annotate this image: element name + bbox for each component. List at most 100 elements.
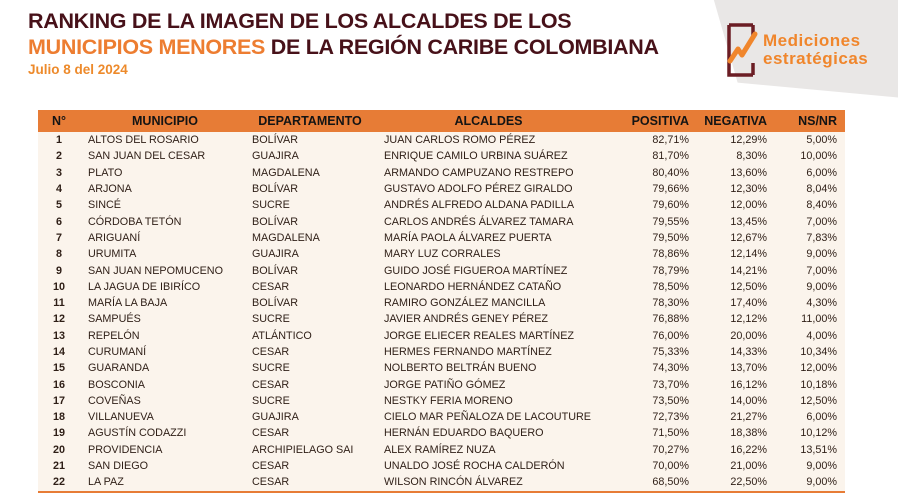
departamento-cell: CESAR bbox=[252, 460, 290, 473]
table-row: 1 ALTOS DEL ROSARIO BOLÍVAR JUAN CARLOS ROM… bbox=[38, 132, 845, 148]
alcalde-cell: JORGE ELIECER REALES MARTÍNEZ bbox=[384, 329, 574, 342]
alcalde-cell: HERMES FERNANDO MARTÍNEZ bbox=[384, 346, 552, 358]
nsnr-cell: 4,30% bbox=[806, 297, 837, 310]
table-row: 21 SAN DIEGO CESAR UNALDO JOSÉ ROCHA CALDER… bbox=[38, 458, 845, 474]
table-row: 17 COVEÑAS SUCRE NESTKY FERIA MORENO 73,50% 1… bbox=[38, 393, 845, 409]
alcalde-cell: MARY LUZ CORRALES bbox=[384, 248, 501, 261]
alcalde-cell: GUSTAVO ADOLFO PÉREZ GIRALDO bbox=[384, 183, 573, 196]
departamento-cell: BOLÍVAR bbox=[252, 264, 299, 277]
departamento-cell: GUAJIRA bbox=[252, 150, 299, 163]
negativa-cell: 12,12% bbox=[730, 313, 767, 326]
table-body: 1 ALTOS DEL ROSARIO BOLÍVAR JUAN CARLOS ROM… bbox=[38, 132, 845, 491]
positiva-cell: 73,70% bbox=[652, 378, 689, 391]
table-row: 19 AGUSTÍN CODAZZI CESAR HERNÁN EDUARDO BAQ… bbox=[38, 425, 845, 441]
departamento-cell: SUCRE bbox=[252, 394, 290, 407]
negativa-cell: 8,30% bbox=[736, 150, 767, 163]
departamento-cell: GUAJIRA bbox=[252, 248, 299, 261]
table-row: 2 SAN JUAN DEL CESAR GUAJIRA ENRIQUE CAMILO… bbox=[38, 148, 845, 164]
table-row: 13 REPELÓN ATLÁNTICO JORGE ELIECER REALES M… bbox=[38, 328, 845, 344]
positiva-cell: 82,71% bbox=[652, 134, 689, 147]
logo-text: Mediciones estratégicas bbox=[763, 32, 868, 68]
alcalde-cell: JORGE PATIÑO GÓMEZ bbox=[384, 378, 506, 391]
negativa-cell: 16,12% bbox=[730, 378, 767, 391]
rank-cell: 15 bbox=[52, 362, 65, 375]
negativa-cell: 12,30% bbox=[730, 183, 767, 196]
positiva-cell: 74,30% bbox=[652, 362, 689, 375]
table-row: 16 BOSCONIA CESAR JORGE PATIÑO GÓMEZ 73,70% 1… bbox=[38, 376, 845, 392]
col-header-rank: N° bbox=[51, 114, 67, 128]
alcalde-cell: ENRIQUE CAMILO URBINA SUÁREZ bbox=[384, 150, 568, 163]
nsnr-cell: 4,00% bbox=[806, 329, 837, 342]
departamento-cell: SUCRE bbox=[252, 362, 290, 375]
alcalde-cell: ANDRÉS ALFREDO ALDANA PADILLA bbox=[384, 199, 575, 212]
municipio-cell: LA PAZ bbox=[88, 476, 124, 489]
positiva-cell: 70,00% bbox=[652, 460, 689, 473]
positiva-cell: 79,55% bbox=[652, 215, 689, 228]
negativa-cell: 20,00% bbox=[730, 329, 767, 342]
departamento-cell: MAGDALENA bbox=[252, 231, 320, 244]
departamento-cell: CESAR bbox=[252, 476, 290, 489]
positiva-cell: 78,30% bbox=[652, 297, 689, 310]
rank-cell: 9 bbox=[55, 264, 62, 277]
alcalde-cell: CARLOS ANDRÉS ÁLVAREZ TAMARA bbox=[384, 215, 574, 228]
nsnr-cell: 7,83% bbox=[806, 231, 837, 244]
table-row: 4 ARJONA BOLÍVAR GUSTAVO ADOLFO PÉREZ GIRAL… bbox=[38, 181, 845, 197]
departamento-cell: CESAR bbox=[252, 346, 290, 358]
municipio-cell: PLATO bbox=[88, 166, 123, 179]
positiva-cell: 76,88% bbox=[652, 313, 689, 326]
departamento-cell: BOLÍVAR bbox=[252, 215, 299, 228]
page-title-line2-rest: DE LA REGIÓN CARIBE COLOMBIANA bbox=[265, 35, 659, 59]
nsnr-cell: 9,00% bbox=[806, 460, 837, 473]
alcalde-cell: CIELO MAR PEÑALOZA DE LACOUTURE bbox=[384, 411, 591, 424]
municipio-cell: ARJONA bbox=[88, 183, 132, 196]
alcalde-cell: UNALDO JOSÉ ROCHA CALDERÓN bbox=[384, 460, 565, 473]
page-title-line1: RANKING DE LA IMAGEN DE LOS ALCALDES DE … bbox=[28, 9, 572, 33]
col-header-negativa: NEGATIVA bbox=[704, 114, 767, 128]
table-row: 6 CÓRDOBA TETÓN BOLÍVAR CARLOS ANDRÉS ÁLVAR… bbox=[38, 213, 845, 229]
rank-cell: 11 bbox=[53, 297, 65, 310]
negativa-cell: 21,00% bbox=[730, 460, 767, 473]
rank-cell: 2 bbox=[55, 150, 62, 163]
nsnr-cell: 7,00% bbox=[806, 215, 837, 228]
negativa-cell: 17,40% bbox=[730, 297, 767, 310]
alcalde-cell: ALEX RAMÍREZ NUZA bbox=[384, 443, 496, 456]
negativa-cell: 16,22% bbox=[730, 443, 767, 456]
nsnr-cell: 12,00% bbox=[800, 362, 837, 375]
nsnr-cell: 8,40% bbox=[806, 199, 837, 212]
rank-cell: 3 bbox=[55, 166, 62, 179]
positiva-cell: 78,86% bbox=[652, 248, 689, 261]
municipio-cell: URUMITA bbox=[88, 248, 137, 261]
negativa-cell: 18,38% bbox=[730, 427, 767, 440]
departamento-cell: SUCRE bbox=[252, 199, 290, 212]
departamento-cell: GUAJIRA bbox=[252, 411, 299, 424]
positiva-cell: 78,79% bbox=[652, 264, 689, 277]
page-title-highlight: MUNICIPIOS MENORES bbox=[28, 35, 266, 59]
departamento-cell: MAGDALENA bbox=[252, 166, 320, 179]
company-logo: Mediciones estratégicas bbox=[723, 18, 888, 82]
nsnr-cell: 6,00% bbox=[806, 411, 837, 424]
rank-cell: 13 bbox=[52, 329, 65, 342]
nsnr-cell: 11,00% bbox=[801, 313, 837, 326]
negativa-cell: 12,00% bbox=[730, 199, 767, 212]
nsnr-cell: 13,51% bbox=[800, 443, 837, 456]
municipio-cell: BOSCONIA bbox=[88, 378, 145, 391]
alcalde-cell: GUIDO JOSÉ FIGUEROA MARTÍNEZ bbox=[384, 264, 568, 277]
alcalde-cell: WILSON RINCÓN ÁLVAREZ bbox=[384, 476, 523, 489]
departamento-cell: CESAR bbox=[252, 280, 290, 293]
table-row: 14 CURUMANÍ CESAR HERMES FERNANDO MARTÍNEZ 7… bbox=[38, 344, 845, 360]
nsnr-cell: 10,34% bbox=[800, 346, 837, 358]
nsnr-cell: 8,04% bbox=[806, 183, 837, 196]
nsnr-cell: 10,12% bbox=[800, 427, 837, 440]
positiva-cell: 73,50% bbox=[652, 394, 689, 407]
municipio-cell: LA JAGUA DE IBIRÍCO bbox=[88, 280, 201, 293]
municipio-cell: AGUSTÍN CODAZZI bbox=[88, 427, 187, 440]
negativa-cell: 14,21% bbox=[730, 264, 767, 277]
positiva-cell: 68,50% bbox=[652, 476, 689, 489]
rank-cell: 20 bbox=[52, 443, 65, 456]
negativa-cell: 12,14% bbox=[730, 248, 767, 261]
logo-text-line2: estratégicas bbox=[763, 49, 869, 68]
rank-cell: 14 bbox=[52, 346, 65, 358]
page-title-line2: MUNICIPIOS MENORES DE LA REGIÓN CARIBE C… bbox=[28, 34, 659, 60]
rank-cell: 1 bbox=[55, 134, 62, 147]
alcalde-cell: NOLBERTO BELTRÁN BUENO bbox=[384, 362, 537, 375]
